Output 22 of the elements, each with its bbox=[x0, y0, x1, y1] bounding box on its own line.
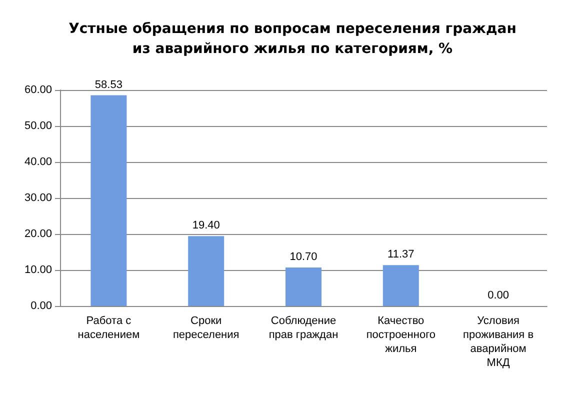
bar bbox=[188, 236, 224, 306]
data-label: 11.37 bbox=[388, 248, 414, 261]
x-tick-label: Условия проживания в аварийном МКД bbox=[463, 315, 534, 369]
data-label: 58.53 bbox=[94, 78, 122, 91]
bar bbox=[286, 267, 322, 306]
x-tick-label: Работа с населением bbox=[78, 315, 140, 341]
y-tick-label: 60.00 bbox=[24, 84, 52, 96]
y-tick-label: 10.00 bbox=[24, 264, 52, 276]
x-tick-label: Соблюдение прав граждан bbox=[268, 315, 338, 341]
y-tick-label: 0.00 bbox=[30, 300, 52, 312]
y-tick-label: 40.00 bbox=[24, 156, 52, 168]
chart-title: Устные обращения по вопросам переселения граждан из аварийного жилья по категориям, % bbox=[68, 21, 516, 57]
y-tick-label: 50.00 bbox=[24, 120, 52, 132]
bar bbox=[382, 265, 419, 306]
x-tick-label: Качество построенного жилья bbox=[366, 315, 436, 355]
data-label: 19.40 bbox=[192, 220, 220, 232]
data-label: 0.00 bbox=[488, 290, 510, 302]
data-label: 10.70 bbox=[290, 250, 318, 263]
bar bbox=[90, 95, 127, 306]
x-tick-label: Сроки переселения bbox=[172, 315, 240, 341]
y-tick-label: 20.00 bbox=[24, 228, 52, 240]
y-tick-label: 30.00 bbox=[24, 192, 52, 204]
